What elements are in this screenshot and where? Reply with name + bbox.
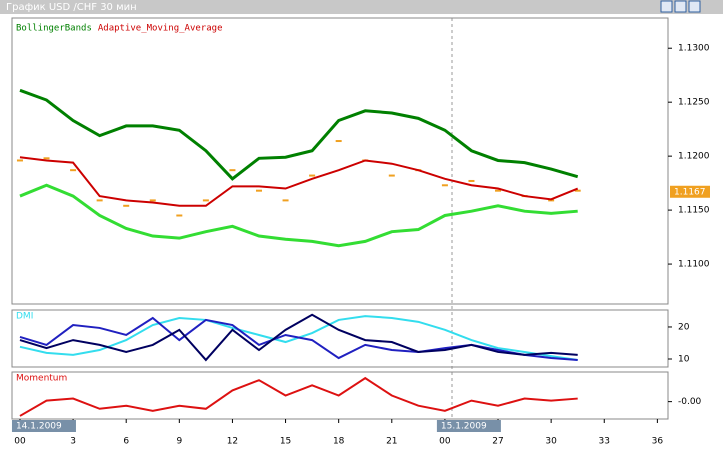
price-tick	[574, 189, 581, 192]
price-tick	[441, 184, 448, 187]
price-tick	[255, 189, 262, 192]
x-tick-label: 00	[14, 437, 26, 447]
window-title: График USD /CHF 30 мин	[6, 2, 137, 13]
y-tick-label: 1.1250	[678, 98, 710, 108]
chart-area	[0, 14, 723, 448]
x-tick-label: 12	[227, 437, 238, 447]
y-tick-label: 1.1150	[678, 206, 710, 216]
panel	[11, 309, 669, 368]
date-box	[11, 420, 76, 432]
x-tick-label: 3	[70, 437, 76, 447]
x-tick-label: 36	[652, 437, 664, 447]
title-bar	[0, 0, 723, 14]
last-price-label: 1.1167	[674, 187, 706, 197]
panel	[11, 17, 669, 305]
price-tick	[495, 189, 502, 192]
price-tick	[548, 199, 555, 202]
y-tick-label: 20	[678, 322, 690, 332]
price-tick	[388, 174, 395, 177]
series-line	[19, 183, 578, 248]
price-tick	[43, 157, 50, 160]
x-tick-label: 6	[123, 437, 129, 447]
series-line	[19, 313, 578, 362]
price-tick	[70, 169, 77, 172]
y-tick-label: 1.1100	[678, 260, 710, 270]
legend-entry: Adaptive_Moving_Average	[98, 24, 223, 34]
panel	[11, 371, 669, 420]
x-tick-label: 30	[545, 437, 557, 447]
x-tick-label: 18	[333, 437, 345, 447]
y-tick-label: 1.1200	[678, 152, 710, 162]
y-tick-label: 1.1300	[678, 44, 710, 54]
price-tick	[16, 159, 23, 162]
price-tick	[176, 214, 183, 217]
close-button[interactable]	[688, 0, 701, 13]
price-tick	[202, 199, 209, 202]
x-tick-label: 9	[176, 437, 182, 447]
price-tick	[149, 199, 156, 202]
minimize-button[interactable]	[660, 0, 673, 13]
panel-title: DMI	[16, 312, 33, 322]
x-tick-label: 33	[599, 437, 610, 447]
legend-entry: BollingerBands	[16, 24, 92, 34]
y-tick-label: 10	[678, 354, 690, 364]
date-label: 14.1.2009	[16, 422, 62, 432]
y-tick-label: -0.00	[678, 397, 702, 407]
price-tick	[468, 179, 475, 182]
date-label: 15.1.2009	[441, 422, 487, 432]
date-box	[436, 420, 501, 432]
series-line	[19, 376, 578, 417]
maximize-button[interactable]	[674, 0, 687, 13]
x-tick-label: 15	[280, 437, 291, 447]
price-tick	[229, 169, 236, 172]
price-tick	[282, 199, 289, 202]
price-tick	[123, 204, 130, 207]
series-line	[19, 88, 579, 181]
x-tick-label: 00	[439, 437, 451, 447]
price-tick	[335, 140, 342, 143]
price-tick	[96, 199, 103, 202]
panel-title: Momentum	[16, 374, 67, 384]
last-price-box	[670, 185, 710, 198]
series-line	[19, 156, 579, 207]
x-tick-label: 21	[386, 437, 397, 447]
x-tick-label: 27	[492, 437, 503, 447]
price-tick	[309, 174, 316, 177]
